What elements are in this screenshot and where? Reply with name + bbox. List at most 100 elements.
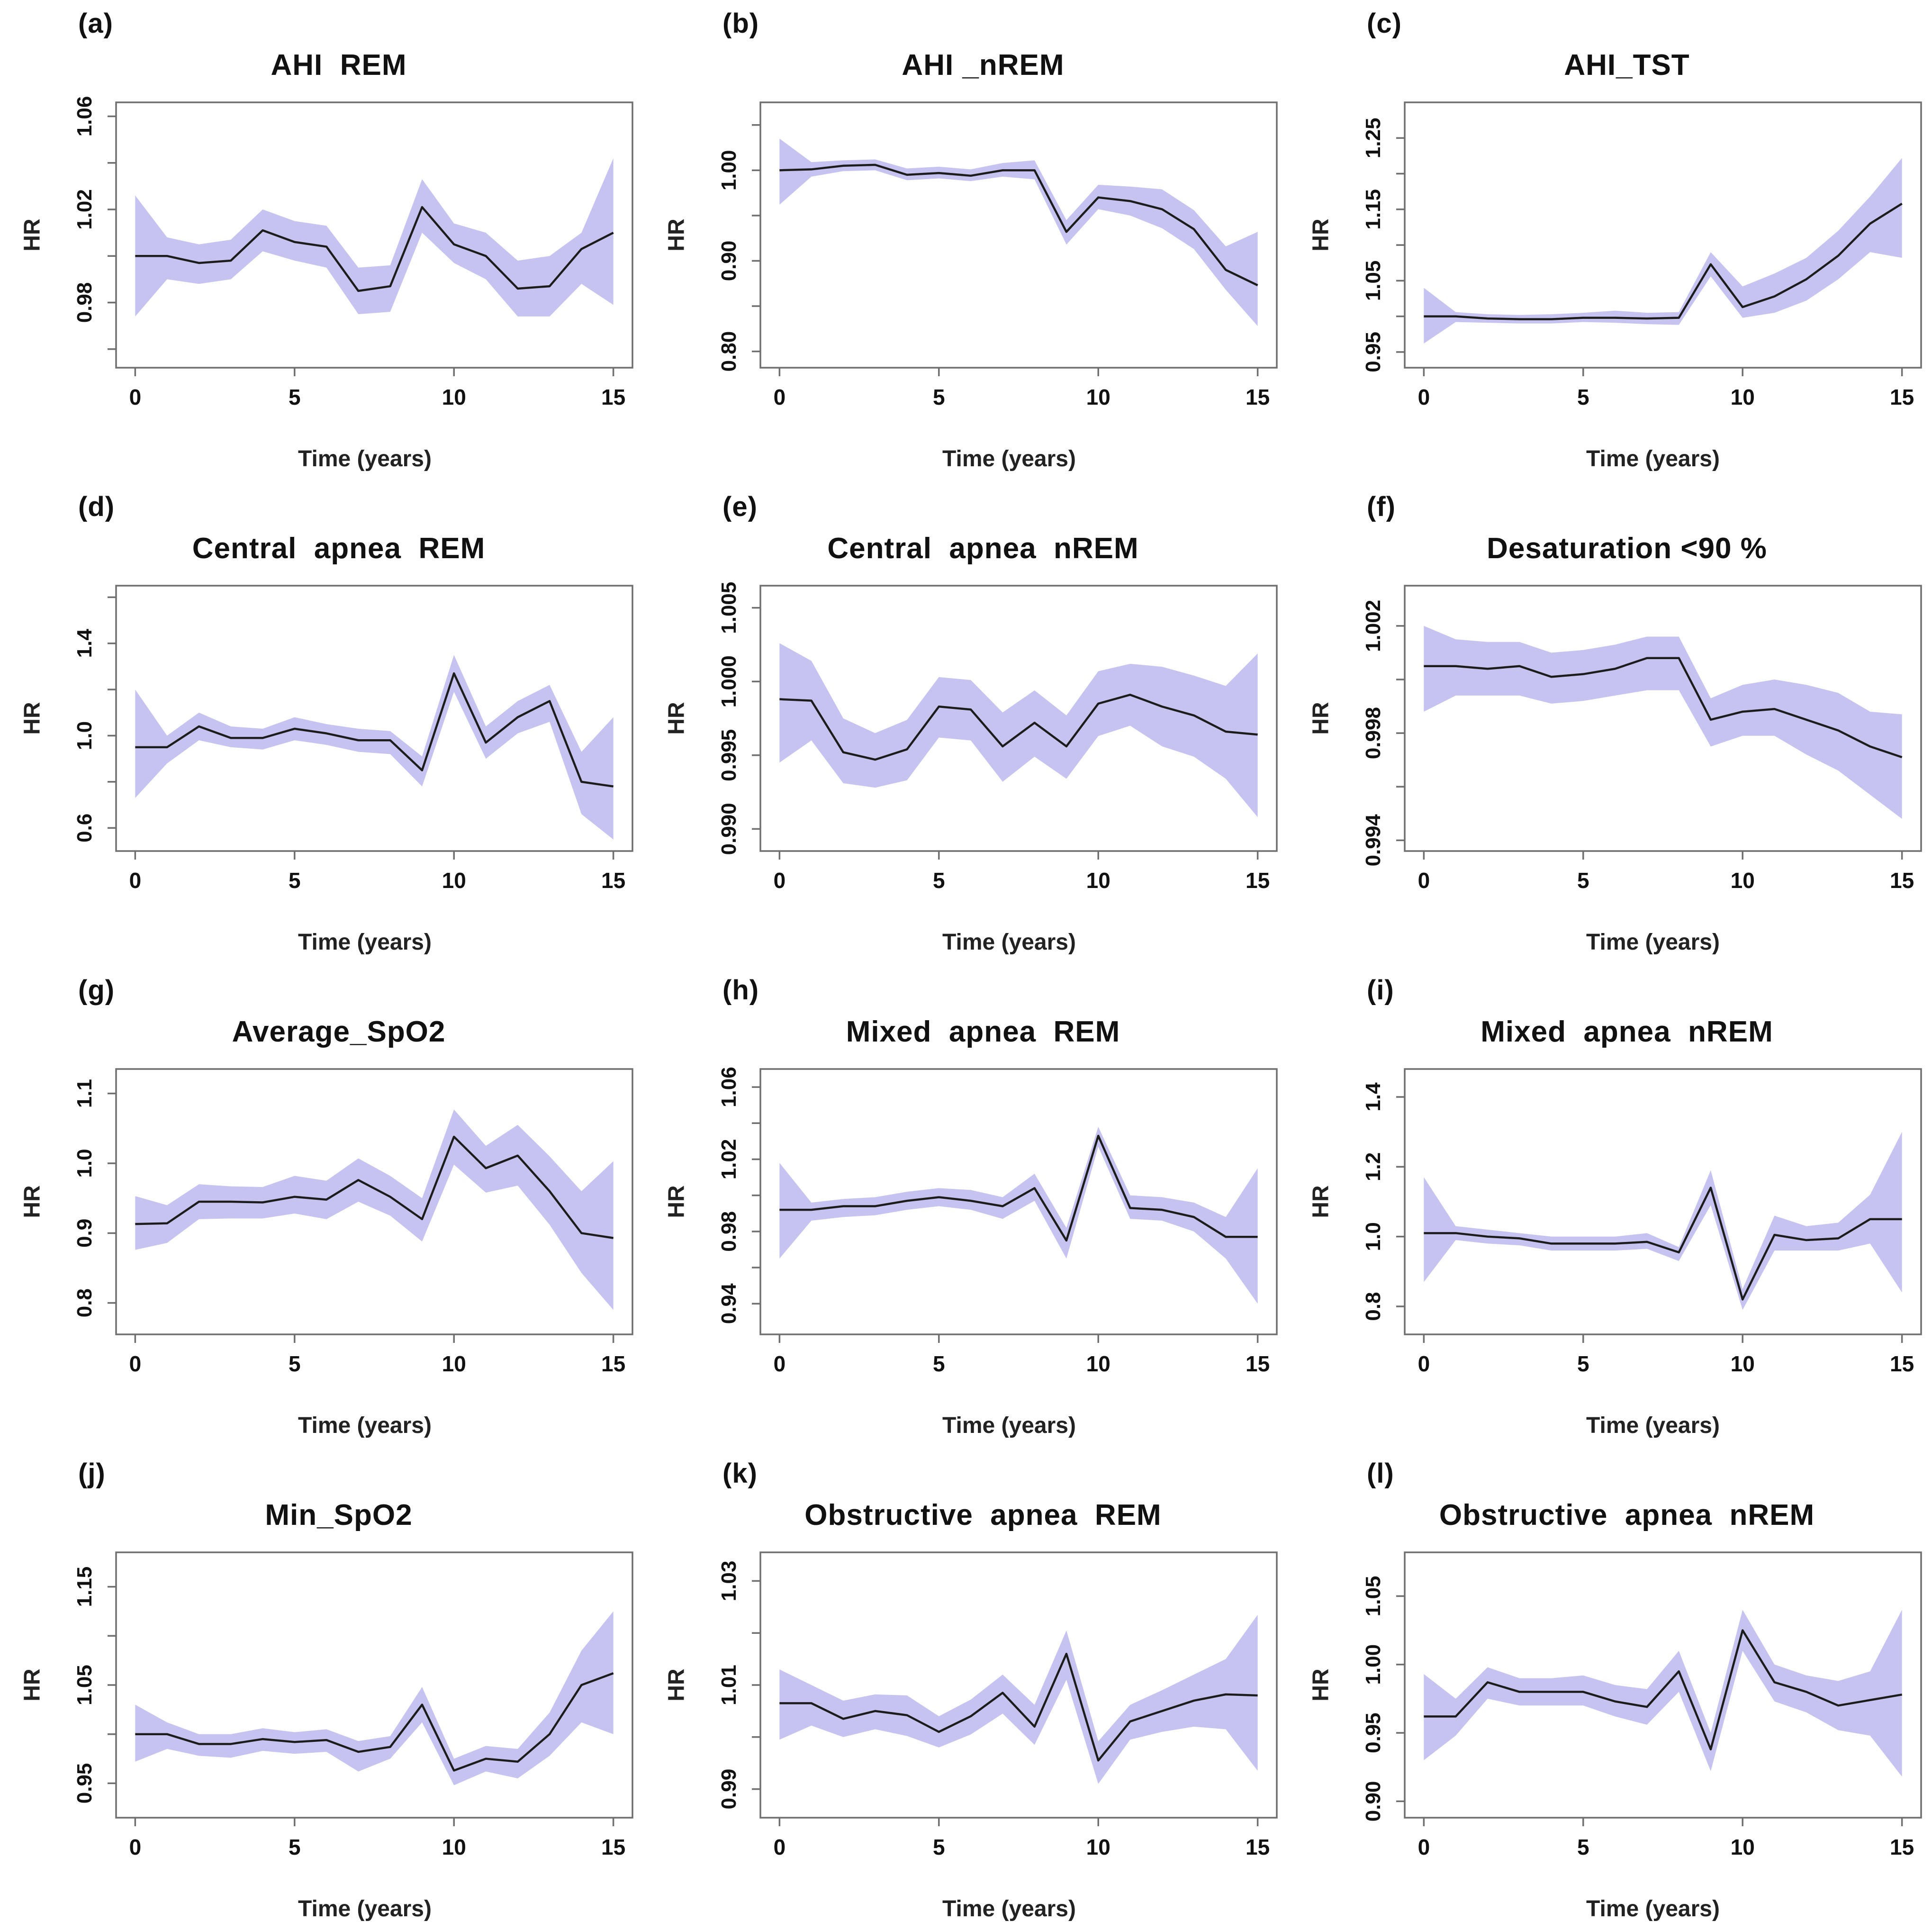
- x-tick-label: 5: [289, 1835, 301, 1859]
- x-axis-label-b: Time (years): [942, 446, 1076, 471]
- y-tick-label: 1.4: [73, 629, 96, 658]
- x-tick-label: 15: [601, 868, 625, 893]
- confidence-band: [1424, 625, 1902, 819]
- confidence-band: [779, 1614, 1258, 1784]
- y-tick-label: 1.0: [73, 1149, 96, 1178]
- x-tick-label: 5: [933, 1835, 945, 1859]
- plot-frame: [1404, 101, 1922, 369]
- hazard-ratio-line: [135, 672, 614, 788]
- x-tick-label: 5: [933, 1351, 945, 1376]
- y-tick-label: 0.9: [73, 1219, 96, 1248]
- panel-letter-k: (k): [722, 1458, 758, 1489]
- plot-frame: [1404, 1551, 1922, 1819]
- panel-letter-i: (i): [1367, 975, 1394, 1006]
- panel-a: (a) AHI REM HR 0.98 1.02 1.06 0 5 10 15 Time (…: [0, 0, 644, 483]
- panel-k: (k) Obstructive apnea REM HR 0.99 1.01 1.0…: [644, 1450, 1289, 1930]
- confidence-band: [1424, 158, 1902, 344]
- y-tick-label: 0.95: [73, 1763, 96, 1804]
- x-tick-label: 0: [1418, 1835, 1430, 1859]
- plot-area-k: HR 0.99 1.01 1.03 0 5 10 15: [644, 1545, 1289, 1891]
- line-chart-i: 0.8 1.0 1.2 1.4 0 5 10 15: [1362, 1068, 1922, 1376]
- x-tick-label: 0: [774, 1351, 786, 1376]
- hazard-ratio-line: [1424, 202, 1903, 320]
- hazard-ratio-line: [135, 1135, 614, 1239]
- plot-frame: [115, 1068, 633, 1335]
- confidence-band: [135, 158, 614, 317]
- hazard-ratio-line: [779, 163, 1258, 287]
- hazard-ratio-line: [135, 1672, 614, 1772]
- plot-frame: [759, 1068, 1278, 1335]
- x-tick-label: 5: [289, 385, 301, 409]
- x-tick-label: 10: [1731, 868, 1755, 893]
- y-tick-label: 1.05: [1362, 261, 1385, 301]
- plot-area-g: HR 0.8 0.9 1.0 1.1 0 5 10 15: [0, 1062, 644, 1408]
- x-tick-label: 10: [442, 868, 466, 893]
- line-chart-e: 0.990 0.995 1.000 1.005 0 5 10 15: [717, 582, 1278, 893]
- panel-f: (f) Desaturation <90 % HR 0.994 0.998 1.00…: [1289, 483, 1932, 967]
- x-tick-label: 15: [1246, 1351, 1270, 1376]
- x-tick-label: 5: [289, 868, 301, 893]
- y-tick-label: 1.005: [717, 582, 740, 634]
- panel-letter-g: (g): [78, 975, 115, 1006]
- y-tick-label: 1.05: [73, 1665, 96, 1705]
- x-tick-label: 15: [601, 385, 625, 409]
- chart-title-k: Obstructive apnea REM: [804, 1499, 1162, 1531]
- plot-frame: [115, 585, 633, 852]
- plot-area-j: HR 0.95 1.05 1.15 0 5 10 15: [0, 1545, 644, 1891]
- y-tick-label: 0.90: [717, 241, 740, 281]
- x-tick-label: 10: [1086, 868, 1110, 893]
- panel-letter-e: (e): [722, 491, 758, 522]
- panel-j: (j) Min_SpO2 HR 0.95 1.05 1.15 0 5 10 15 Time …: [0, 1450, 644, 1930]
- x-tick-label: 15: [1890, 1835, 1914, 1859]
- line-chart-b: 0.80 0.90 1.00 0 5 10 15: [717, 101, 1278, 409]
- plot-area-i: HR 0.8 1.0 1.2 1.4 0 5 10 15: [1289, 1062, 1932, 1408]
- y-tick-label: 0.95: [1362, 332, 1385, 372]
- x-tick-label: 15: [1246, 868, 1270, 893]
- x-axis-label-d: Time (years): [298, 930, 432, 955]
- plot-area-l: HR 0.90 0.95 1.00 1.05 0 5 10 15: [1289, 1545, 1932, 1891]
- confidence-band: [1424, 1610, 1902, 1777]
- hazard-ratio-line: [1424, 1629, 1903, 1750]
- x-tick-label: 15: [1246, 1835, 1270, 1859]
- confidence-band: [135, 1611, 614, 1785]
- x-tick-label: 15: [1890, 1351, 1914, 1376]
- y-tick-label: 1.01: [717, 1665, 740, 1705]
- confidence-band: [135, 1109, 614, 1310]
- x-tick-label: 5: [1577, 1835, 1589, 1859]
- panel-e: (e) Central apnea nREM HR 0.990 0.995 1.00…: [644, 483, 1289, 967]
- panel-b: (b) AHI _nREM HR 0.80 0.90 1.00 0 5 10 15 Time…: [644, 0, 1289, 483]
- y-tick-label: 1.05: [1362, 1576, 1385, 1617]
- y-tick-label: 1.0: [1362, 1222, 1385, 1251]
- x-tick-label: 0: [129, 385, 142, 409]
- x-tick-label: 10: [442, 385, 466, 409]
- y-tick-label: 1.02: [717, 1139, 740, 1180]
- panel-i: (i) Mixed apnea nREM HR 0.8 1.0 1.2 1.4 0 5 10…: [1289, 967, 1932, 1450]
- hazard-ratio-line: [1424, 657, 1903, 759]
- confidence-band: [135, 655, 614, 840]
- y-tick-label: 0.995: [717, 729, 740, 781]
- plot-frame: [759, 585, 1278, 852]
- x-tick-label: 5: [289, 1351, 301, 1376]
- chart-title-h: Mixed apnea REM: [846, 1015, 1120, 1048]
- x-tick-label: 10: [442, 1835, 466, 1859]
- hazard-ratio-line: [779, 693, 1258, 761]
- chart-title-c: AHI_TST: [1564, 49, 1690, 82]
- x-tick-label: 0: [1418, 1351, 1430, 1376]
- plot-area-f: HR 0.994 0.998 1.002 0 5 10 15: [1289, 579, 1932, 924]
- y-tick-label: 1.1: [73, 1079, 96, 1108]
- panel-d: (d) Central apnea REM HR 0.6 1.0 1.4 0 5 10 15…: [0, 483, 644, 967]
- plot-area-c: HR 0.95 1.05 1.15 1.25 0 5 10 15: [1289, 95, 1932, 441]
- confidence-band: [779, 1126, 1258, 1304]
- line-chart-d: 0.6 1.0 1.4 0 5 10 15: [73, 585, 633, 893]
- plot-frame: [115, 101, 633, 369]
- chart-title-b: AHI _nREM: [902, 49, 1065, 82]
- line-chart-j: 0.95 1.05 1.15 0 5 10 15: [73, 1551, 633, 1859]
- panel-letter-a: (a): [78, 8, 113, 39]
- plot-area-h: HR 0.94 0.98 1.02 1.06 0 5 10 15: [644, 1062, 1289, 1408]
- y-tick-label: 0.998: [1362, 707, 1385, 759]
- x-axis-label-g: Time (years): [298, 1413, 432, 1438]
- y-tick-label: 1.15: [1362, 189, 1385, 230]
- x-axis-label-c: Time (years): [1586, 446, 1720, 471]
- x-tick-label: 0: [774, 868, 786, 893]
- x-tick-label: 5: [933, 868, 945, 893]
